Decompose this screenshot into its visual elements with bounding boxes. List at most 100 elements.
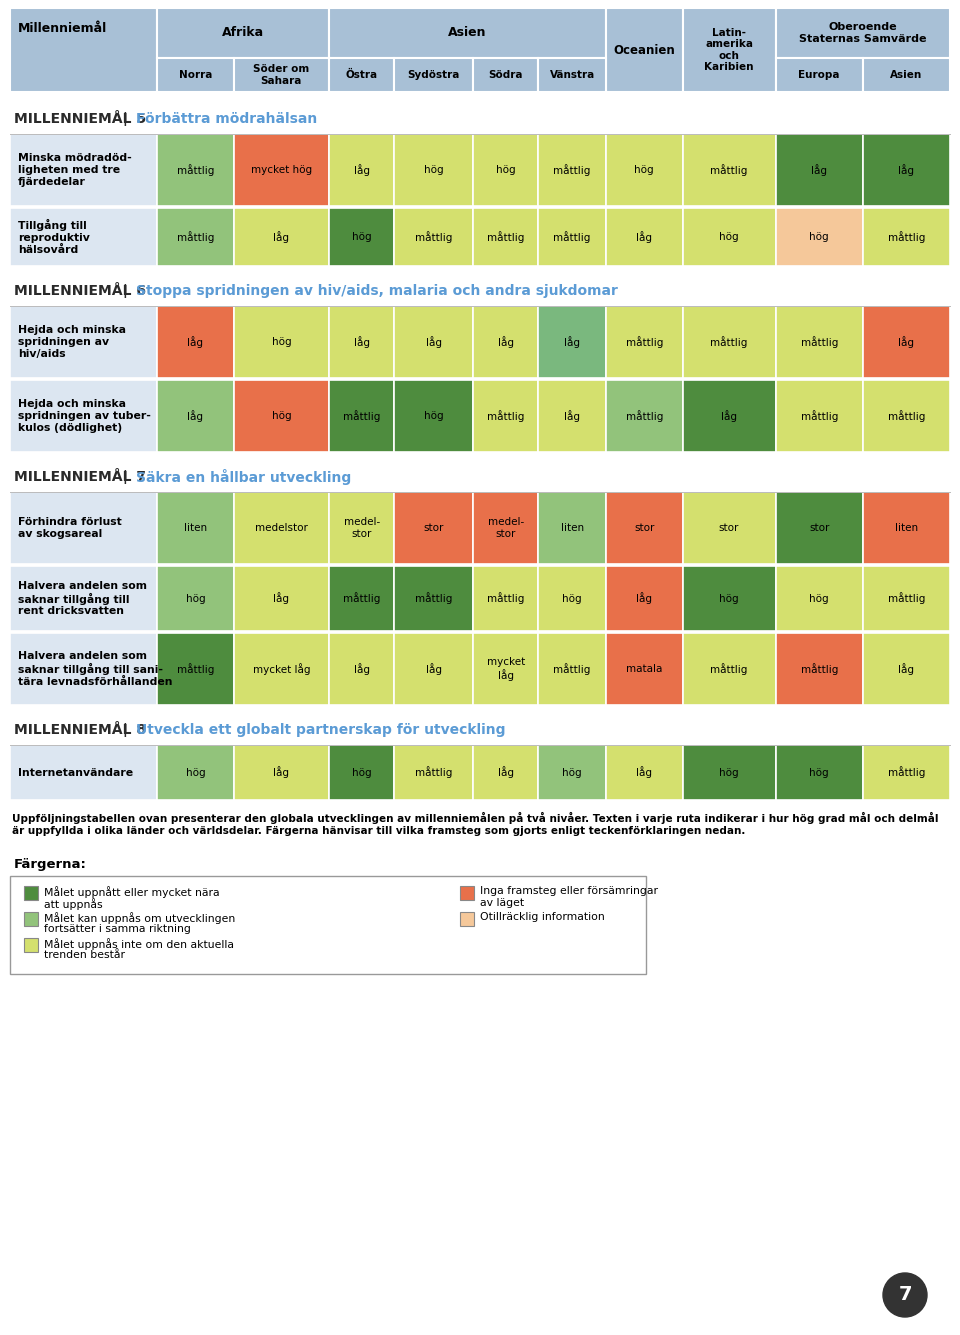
Text: Millenniemål: Millenniemål: [18, 21, 108, 35]
Bar: [473, 633, 539, 705]
Text: matala: matala: [626, 663, 662, 674]
Bar: [863, 745, 950, 800]
Bar: [539, 745, 606, 800]
Text: hög: hög: [185, 768, 205, 777]
Bar: [395, 745, 473, 800]
Text: låg: låg: [564, 410, 580, 422]
Text: låg: låg: [498, 336, 514, 348]
Bar: [329, 8, 606, 57]
Text: medelstor: medelstor: [255, 523, 308, 533]
Text: hög: hög: [351, 232, 372, 242]
Bar: [776, 306, 863, 378]
Text: är uppfyllda i olika länder och världsdelar. Färgerna hänvisar till vilka framst: är uppfyllda i olika länder och världsde…: [12, 826, 745, 836]
Text: måttlig: måttlig: [487, 231, 524, 243]
Bar: [683, 8, 776, 92]
Text: hög: hög: [563, 594, 582, 603]
Bar: [10, 8, 157, 92]
Text: Halvera andelen som
saknar tillgång till sani-
tära levnadsförhållanden: Halvera andelen som saknar tillgång till…: [18, 651, 173, 688]
Text: 7: 7: [899, 1286, 912, 1304]
Text: låg: låg: [636, 766, 652, 778]
Text: måttlig: måttlig: [177, 164, 214, 176]
Bar: [395, 57, 473, 92]
Bar: [863, 208, 950, 266]
Text: låg: låg: [811, 164, 828, 176]
Text: liten: liten: [895, 523, 918, 533]
Bar: [776, 8, 950, 57]
Bar: [539, 306, 606, 378]
Text: Europa: Europa: [799, 69, 840, 80]
Text: låg: låg: [353, 336, 370, 348]
Bar: [395, 566, 473, 631]
Bar: [157, 134, 233, 206]
Text: Målet kan uppnås om utvecklingen: Målet kan uppnås om utvecklingen: [44, 912, 235, 924]
Text: hög: hög: [719, 768, 739, 777]
Bar: [863, 134, 950, 206]
Text: stor: stor: [634, 523, 655, 533]
Bar: [683, 208, 776, 266]
Bar: [683, 380, 776, 453]
Text: mycket låg: mycket låg: [252, 663, 310, 676]
Bar: [460, 912, 474, 926]
Bar: [473, 566, 539, 631]
Bar: [233, 493, 329, 563]
Text: hög: hög: [719, 232, 739, 242]
Text: hög: hög: [496, 166, 516, 175]
Text: hög: hög: [809, 594, 829, 603]
Text: Hejda och minska
spridningen av
hiv/aids: Hejda och minska spridningen av hiv/aids: [18, 326, 126, 359]
Text: Vänstra: Vänstra: [549, 69, 595, 80]
Text: Södra: Södra: [489, 69, 523, 80]
Text: |: |: [118, 724, 132, 737]
Text: Hejda och minska
spridningen av tuber-
kulos (dödlighet): Hejda och minska spridningen av tuber- k…: [18, 399, 151, 433]
Text: |: |: [118, 112, 132, 125]
Text: Stoppa spridningen av hiv/aids, malaria och andra sjukdomar: Stoppa spridningen av hiv/aids, malaria …: [136, 284, 618, 298]
Text: måttlig: måttlig: [626, 410, 663, 422]
Bar: [683, 566, 776, 631]
Bar: [233, 208, 329, 266]
Bar: [24, 886, 38, 900]
Bar: [776, 566, 863, 631]
Bar: [329, 380, 395, 453]
Bar: [329, 745, 395, 800]
Text: måttlig: måttlig: [343, 593, 380, 605]
Bar: [329, 566, 395, 631]
Text: Säkra en hållbar utveckling: Säkra en hållbar utveckling: [136, 469, 351, 485]
Bar: [10, 566, 157, 631]
Bar: [395, 633, 473, 705]
Bar: [10, 134, 157, 206]
Text: låg: låg: [187, 410, 204, 422]
Text: måttlig: måttlig: [177, 231, 214, 243]
Text: hög: hög: [185, 594, 205, 603]
Bar: [157, 306, 233, 378]
Text: Otillräcklig information: Otillräcklig information: [480, 912, 605, 922]
Text: hög: hög: [272, 411, 291, 421]
Text: hög: hög: [809, 232, 829, 242]
Text: trenden består: trenden består: [44, 951, 125, 960]
Text: Östra: Östra: [346, 69, 377, 80]
Text: måttlig: måttlig: [710, 663, 748, 676]
Text: mycket
låg: mycket låg: [487, 657, 525, 681]
Bar: [606, 8, 683, 92]
Bar: [233, 306, 329, 378]
Text: måttlig: måttlig: [177, 663, 214, 676]
Bar: [233, 57, 329, 92]
Bar: [157, 57, 233, 92]
Bar: [473, 493, 539, 563]
Text: Inga framsteg eller försämringar: Inga framsteg eller försämringar: [480, 886, 658, 896]
Bar: [776, 633, 863, 705]
Bar: [863, 380, 950, 453]
Bar: [329, 208, 395, 266]
Text: Söder om
Sahara: Söder om Sahara: [253, 64, 309, 85]
Text: måttlig: måttlig: [801, 410, 838, 422]
Bar: [329, 134, 395, 206]
Bar: [233, 134, 329, 206]
Bar: [863, 306, 950, 378]
Bar: [329, 306, 395, 378]
Bar: [157, 493, 233, 563]
Text: måttlig: måttlig: [553, 231, 590, 243]
Text: låg: låg: [636, 231, 652, 243]
Bar: [606, 306, 683, 378]
Text: måttlig: måttlig: [626, 336, 663, 348]
Text: hög: hög: [351, 768, 372, 777]
Text: måttlig: måttlig: [415, 231, 452, 243]
Text: låg: låg: [636, 593, 652, 605]
